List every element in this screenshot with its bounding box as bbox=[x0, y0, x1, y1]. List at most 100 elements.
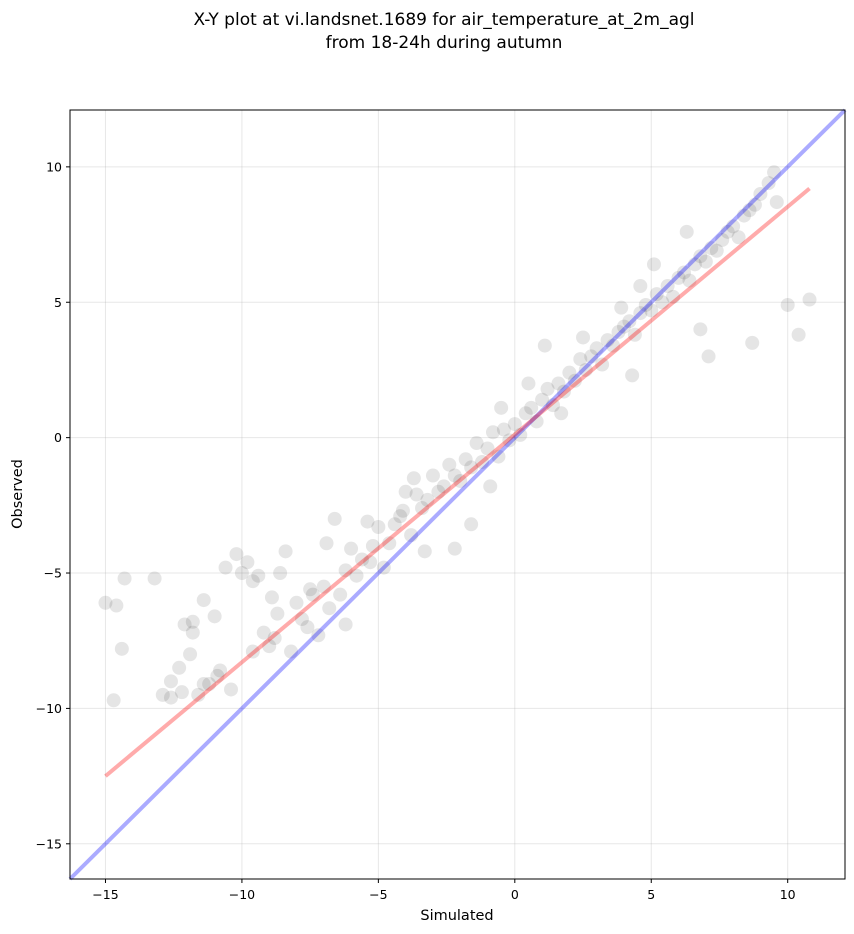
x-tick-label: −15 bbox=[92, 887, 118, 902]
scatter-point bbox=[196, 593, 211, 608]
scatter-point bbox=[218, 560, 233, 575]
scatter-point bbox=[606, 338, 621, 353]
scatter-point bbox=[305, 587, 320, 602]
scatter-point bbox=[251, 568, 266, 583]
scatter-point bbox=[213, 663, 228, 678]
scatter-point bbox=[344, 541, 359, 556]
scatter-point bbox=[256, 625, 271, 640]
scatter-point bbox=[715, 232, 730, 247]
scatter-point bbox=[300, 620, 315, 635]
scatter-point bbox=[294, 612, 309, 627]
y-tick-label: 10 bbox=[46, 159, 62, 174]
scatter-point bbox=[551, 376, 566, 391]
y-axis-label: Observed bbox=[10, 459, 26, 529]
scatter-point bbox=[524, 400, 539, 415]
scatter-point bbox=[595, 357, 610, 372]
scatter-point bbox=[480, 441, 495, 456]
scatter-point bbox=[245, 644, 260, 659]
scatter-point bbox=[753, 186, 768, 201]
scatter-point bbox=[704, 241, 719, 256]
scatter-point bbox=[469, 436, 484, 451]
scatter-point bbox=[731, 230, 746, 245]
x-tick-label: 10 bbox=[780, 887, 796, 902]
x-axis-label: Simulated bbox=[420, 908, 493, 924]
scatter-point bbox=[406, 471, 421, 486]
scatter-point bbox=[240, 555, 255, 570]
scatter-point bbox=[417, 544, 432, 559]
scatter-point bbox=[229, 547, 244, 562]
scatter-point bbox=[106, 693, 121, 708]
scatter-point bbox=[289, 595, 304, 610]
scatter-point bbox=[207, 609, 222, 624]
scatter-point bbox=[319, 536, 334, 551]
scatter-point bbox=[278, 544, 293, 559]
scatter-point bbox=[660, 279, 675, 294]
scatter-point bbox=[507, 417, 522, 432]
scatter-points bbox=[98, 165, 817, 708]
x-tick-label: −10 bbox=[229, 887, 255, 902]
scatter-point bbox=[196, 677, 211, 692]
scatter-point bbox=[163, 674, 178, 689]
scatter-point bbox=[447, 468, 462, 483]
scatter-point bbox=[655, 295, 670, 310]
scatter-point bbox=[633, 306, 648, 321]
scatter-point bbox=[720, 224, 735, 239]
scatter-point bbox=[611, 325, 626, 340]
scatter-point bbox=[494, 400, 509, 415]
scatter-point bbox=[671, 270, 686, 285]
scatter-point bbox=[614, 300, 629, 315]
scatter-point bbox=[398, 484, 413, 499]
scatter-point bbox=[646, 257, 661, 272]
scatter-point bbox=[747, 197, 762, 212]
scatter-point bbox=[780, 297, 795, 312]
scatter-point bbox=[491, 449, 506, 464]
x-tick-label: 5 bbox=[647, 887, 655, 902]
y-tick-label: −10 bbox=[36, 701, 62, 716]
scatter-point bbox=[349, 568, 364, 583]
scatter-point bbox=[464, 460, 479, 475]
scatter-point bbox=[485, 425, 500, 440]
scatter-point bbox=[273, 566, 288, 581]
scatter-point bbox=[360, 514, 375, 529]
scatter-point bbox=[387, 517, 402, 532]
scatter-point bbox=[589, 341, 604, 356]
gridlines bbox=[70, 110, 845, 879]
scatter-point bbox=[576, 330, 591, 345]
scatter-point bbox=[404, 528, 419, 543]
scatter-point bbox=[682, 273, 697, 288]
y-tick-label: 5 bbox=[54, 295, 62, 310]
scatter-point bbox=[633, 279, 648, 294]
scatter-point bbox=[464, 517, 479, 532]
scatter-point bbox=[535, 392, 550, 407]
scatter-point bbox=[666, 289, 681, 304]
scatter-point bbox=[556, 384, 571, 399]
scatter-point bbox=[363, 555, 378, 570]
scatter-point bbox=[584, 349, 599, 364]
scatter-point bbox=[502, 433, 517, 448]
scatter-point bbox=[114, 641, 129, 656]
scatter-point bbox=[518, 406, 533, 421]
scatter-point bbox=[616, 319, 631, 334]
scatter-point bbox=[185, 614, 200, 629]
scatter-point bbox=[354, 552, 369, 567]
scatter-point bbox=[737, 208, 752, 223]
scatter-point bbox=[185, 625, 200, 640]
scatter-point bbox=[270, 606, 285, 621]
scatter-point bbox=[327, 511, 342, 526]
scatter-point bbox=[649, 287, 664, 302]
scatter-point bbox=[676, 265, 691, 280]
scatter-point bbox=[262, 639, 277, 654]
scatter-point bbox=[376, 560, 391, 575]
scatter-point bbox=[453, 473, 468, 488]
plot-frame bbox=[69, 109, 846, 880]
scatter-point bbox=[791, 327, 806, 342]
scatter-point bbox=[431, 484, 446, 499]
scatter-point bbox=[174, 685, 189, 700]
chart-title-line2: from 18-24h during autumn bbox=[326, 33, 563, 53]
scatter-point bbox=[338, 617, 353, 632]
y-tick-label: −15 bbox=[36, 836, 62, 851]
scatter-point bbox=[415, 501, 430, 516]
scatter-point bbox=[371, 519, 386, 534]
scatter-point bbox=[679, 224, 694, 239]
scatter-point bbox=[554, 406, 569, 421]
